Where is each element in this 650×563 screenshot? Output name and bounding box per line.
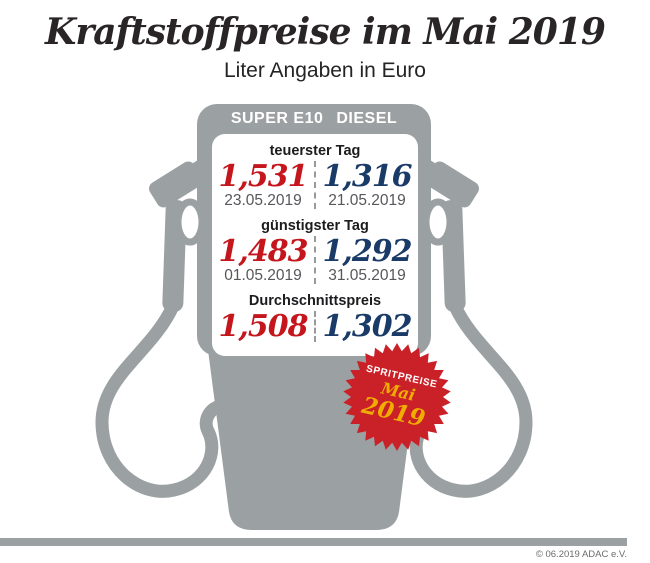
footer-bar	[0, 538, 627, 546]
starburst-icon	[343, 343, 451, 451]
diesel-cell: 1,316 21.05.2019	[314, 161, 418, 209]
super-e10-date: 01.05.2019	[224, 267, 302, 284]
badge-line3: 2019	[359, 391, 428, 433]
section-values: 1,508 1,302	[212, 311, 418, 342]
super-e10-cell: 1,483 01.05.2019	[212, 236, 314, 284]
super-e10-date: 23.05.2019	[224, 192, 302, 209]
super-e10-price: 1,483	[218, 234, 309, 269]
super-e10-cell: 1,508	[212, 311, 314, 342]
diesel-cell: 1,292 31.05.2019	[314, 236, 418, 284]
section-label: teuerster Tag	[269, 143, 361, 159]
spritpreise-badge: SPRITPREISE Mai 2019	[337, 337, 457, 457]
fuel-hose-left	[95, 299, 233, 498]
super-e10-price: 1,531	[218, 159, 309, 194]
section-most-expensive-day: teuerster Tag 1,531 23.05.2019 1,316 21.…	[212, 143, 418, 209]
section-values: 1,531 23.05.2019 1,316 21.05.2019	[212, 161, 418, 209]
section-cheapest-day: günstigster Tag 1,483 01.05.2019 1,292 3…	[212, 218, 418, 284]
section-label: günstigster Tag	[261, 218, 369, 234]
price-panel: teuerster Tag 1,531 23.05.2019 1,316 21.…	[212, 134, 418, 356]
section-average-price: Durchschnittspreis 1,508 1,302	[212, 293, 418, 342]
column-diesel: DIESEL	[336, 110, 398, 127]
page-title: Kraftstoffpreise im Mai 2019	[45, 11, 606, 53]
section-label: Durchschnittspreis	[248, 293, 382, 309]
super-e10-cell: 1,531 23.05.2019	[212, 161, 314, 209]
column-super-e10: SUPER E10	[230, 110, 324, 127]
super-e10-price: 1,508	[218, 309, 309, 344]
fuel-nozzle-left-icon	[149, 152, 218, 313]
diesel-price: 1,302	[322, 309, 413, 344]
copyright-credit: © 06.2019 ADAC e.V.	[535, 549, 627, 560]
section-values: 1,483 01.05.2019 1,292 31.05.2019	[212, 236, 418, 284]
page-subtitle: Liter Angaben in Euro	[224, 59, 426, 82]
diesel-price: 1,316	[322, 159, 413, 194]
diesel-cell: 1,302	[314, 311, 418, 342]
pump-column-headers: SUPER E10 DIESEL	[197, 106, 431, 132]
diesel-date: 31.05.2019	[328, 267, 406, 284]
diesel-price: 1,292	[322, 234, 413, 269]
diesel-date: 21.05.2019	[328, 192, 406, 209]
